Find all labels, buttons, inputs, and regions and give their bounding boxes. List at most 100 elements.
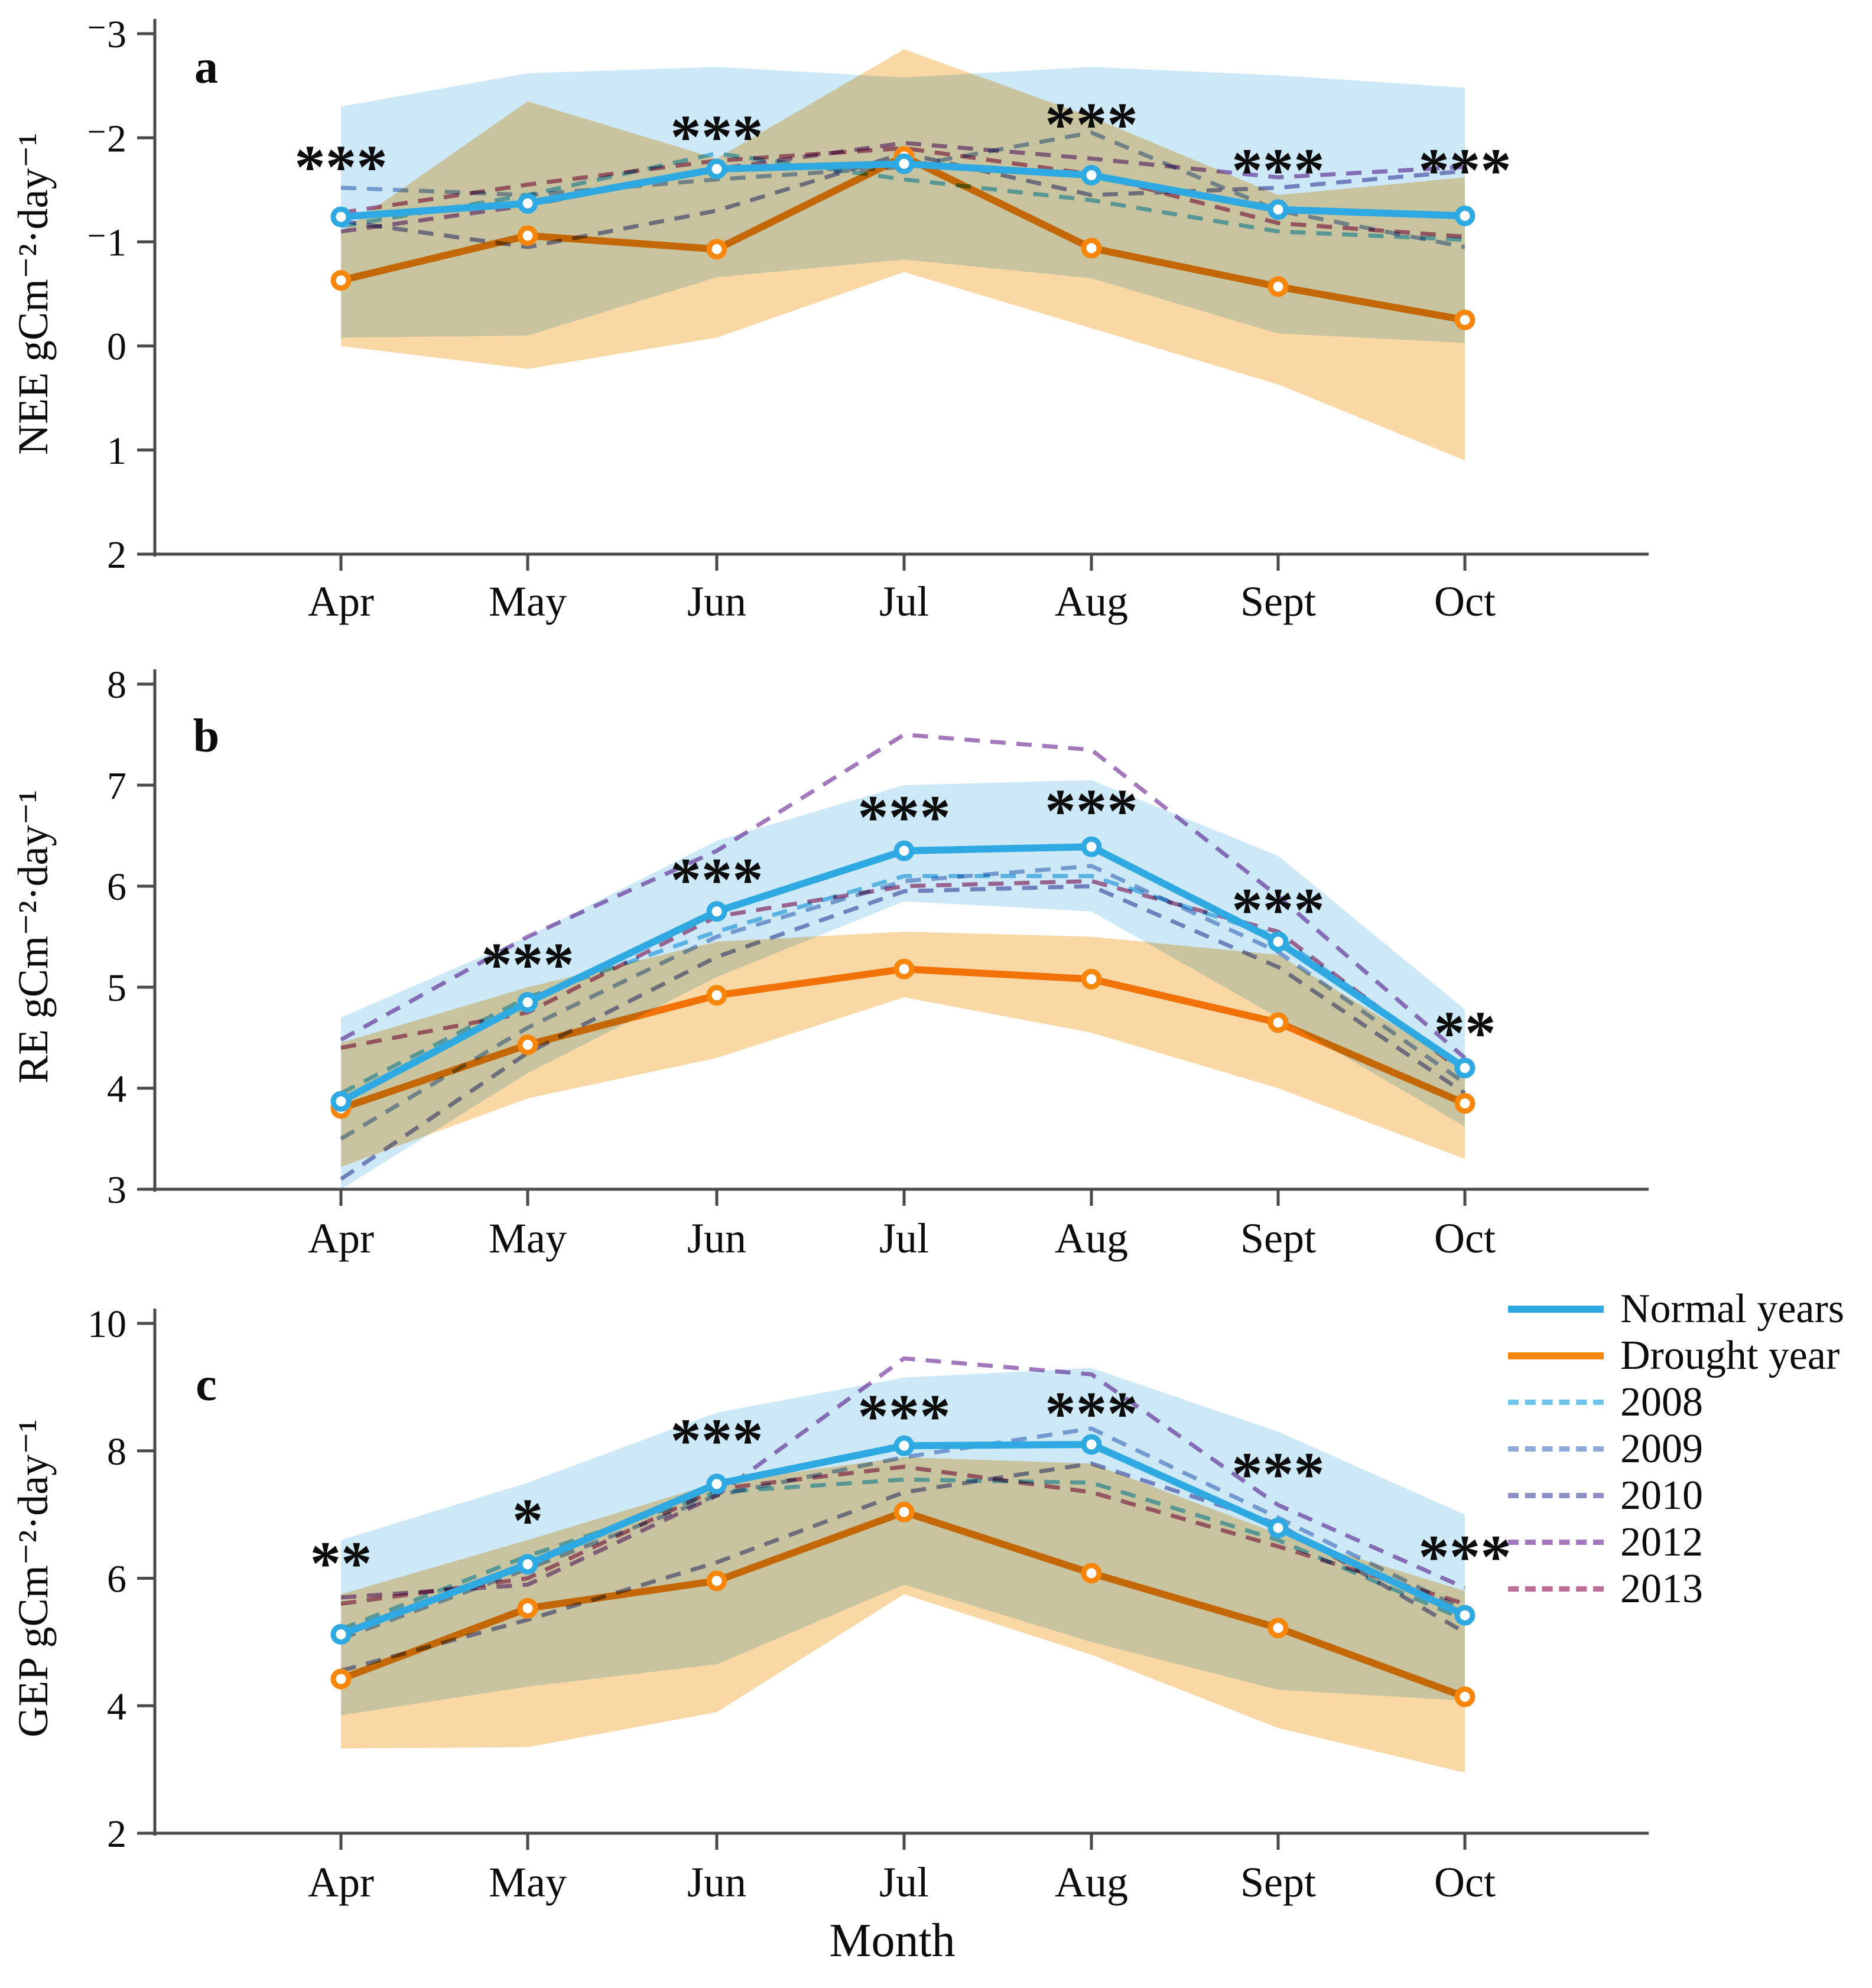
marker-normal-years-aug	[1081, 1434, 1102, 1455]
marker-drought-year-apr	[330, 270, 352, 291]
significance-marker: ***	[1045, 1378, 1138, 1447]
legend-item-2010: 2010	[1508, 1472, 1844, 1519]
year-line-2013	[340, 1465, 1466, 1606]
month-label: May	[489, 578, 567, 625]
month-label: May	[489, 1215, 567, 1262]
marker-normal-years-apr	[330, 1623, 352, 1645]
y-axis-title-a: NEE gCm⁻²·day⁻¹	[9, 133, 57, 455]
marker-drought-year-aug	[1081, 968, 1102, 990]
marker-normal-years-oct	[1454, 1605, 1476, 1626]
y-tick-label: 1	[107, 430, 126, 473]
month-label: Apr	[308, 1215, 374, 1262]
significance-marker: ***	[670, 845, 763, 914]
month-label: Jun	[687, 1859, 746, 1906]
y-tick-label: 5	[107, 967, 126, 1010]
marker-drought-year-sept	[1268, 1618, 1289, 1639]
marker-normal-years-sept	[1268, 1517, 1289, 1538]
marker-drought-year-oct	[1454, 1686, 1476, 1707]
month-label: May	[489, 1859, 567, 1906]
marker-drought-year-sept	[1268, 276, 1289, 297]
year-line-2010	[340, 884, 1466, 1181]
panel-letter-a: a	[194, 41, 218, 93]
legend-item-2013: 2013	[1508, 1566, 1844, 1612]
month-label: Aug	[1055, 1215, 1128, 1262]
year-line-2012	[340, 733, 1467, 1060]
marker-drought-year-jul	[893, 958, 915, 980]
y-tick-label: 10	[87, 1303, 126, 1346]
significance-marker: ***	[481, 929, 574, 998]
legend-swatch-2010-dashed-line	[1508, 1493, 1604, 1498]
month-label: Aug	[1055, 578, 1128, 625]
legend-label: 2010	[1620, 1472, 1703, 1518]
year-line-2012	[340, 1356, 1466, 1600]
marker-normal-years-aug	[1081, 165, 1102, 186]
marker-drought-year-oct	[1454, 1093, 1476, 1114]
legend: Normal years Drought year 2008 2009 2010…	[1508, 1286, 1844, 1612]
significance-marker: ***	[857, 782, 951, 851]
x-axis-title: Month	[829, 1915, 956, 1967]
y-tick-label: 4	[107, 1685, 126, 1728]
y-tick-label: 8	[107, 1430, 126, 1473]
y-tick-label: 2	[107, 1813, 126, 1856]
y-axis-title-c: GEP gCm⁻²·day⁻¹	[9, 1419, 57, 1738]
legend-label: 2008	[1620, 1379, 1703, 1425]
band-drought-year-range	[341, 931, 1465, 1167]
marker-normal-years-sept	[1268, 931, 1289, 952]
marker-normal-years-oct	[1454, 205, 1476, 226]
significance-marker: ***	[1045, 89, 1138, 158]
y-tick-label: 3	[107, 1169, 126, 1212]
panel-letter-b: b	[193, 710, 220, 762]
significance-marker: ***	[1418, 135, 1512, 204]
marker-drought-year-sept	[1268, 1012, 1289, 1033]
significance-marker: ***	[670, 102, 763, 171]
significance-marker: ***	[1418, 1522, 1512, 1591]
month-label: Oct	[1434, 578, 1496, 625]
significance-marker: ***	[1231, 1439, 1325, 1508]
marker-normal-years-apr	[330, 206, 352, 227]
month-label: Oct	[1434, 1215, 1496, 1262]
legend-item-2012: 2012	[1508, 1519, 1844, 1566]
month-label: Sept	[1240, 1859, 1316, 1906]
y-tick-label: 0	[107, 326, 126, 369]
legend-swatch-2009-dashed-line	[1508, 1446, 1604, 1452]
marker-drought-year-jun	[706, 1570, 727, 1592]
significance-marker: ***	[1231, 875, 1325, 944]
marker-drought-year-aug	[1081, 1563, 1102, 1584]
marker-normal-years-aug	[1081, 836, 1102, 857]
month-label: Jul	[879, 1859, 929, 1906]
month-label: Sept	[1240, 578, 1316, 625]
month-label: Jun	[687, 1215, 746, 1262]
y-tick-label: 6	[107, 866, 126, 909]
marker-normal-years-may	[517, 992, 538, 1013]
legend-item-2008: 2008	[1508, 1379, 1844, 1426]
legend-swatch-drought-year-line	[1508, 1352, 1604, 1359]
month-label: Jun	[687, 578, 746, 625]
y-tick-label: ⁻2	[86, 117, 126, 160]
legend-label: 2013	[1620, 1566, 1703, 1612]
marker-normal-years-jul	[893, 153, 915, 174]
y-tick-label: 4	[107, 1068, 126, 1111]
y-tick-label: 7	[107, 764, 126, 808]
year-line-2013	[340, 146, 1465, 239]
legend-swatch-2013-dashed-line	[1508, 1586, 1604, 1592]
month-label: Jul	[879, 1215, 929, 1262]
month-label: Jul	[879, 578, 929, 625]
legend-label: Normal years	[1620, 1286, 1845, 1332]
panel-letter-c: c	[196, 1359, 217, 1411]
legend-swatch-2012-dashed-line	[1508, 1540, 1604, 1545]
marker-normal-years-jul	[893, 1435, 915, 1456]
marker-normal-years-jun	[706, 1473, 727, 1495]
marker-drought-year-jun	[706, 985, 727, 1006]
legend-swatch-normal-years-line	[1508, 1305, 1604, 1313]
month-label: Apr	[308, 578, 374, 625]
year-line-2008	[340, 1477, 1466, 1632]
band-drought-year-range	[341, 49, 1465, 461]
y-tick-label: 2	[107, 533, 126, 577]
significance-marker: ***	[670, 1405, 763, 1475]
significance-marker: ***	[294, 132, 388, 201]
month-label: Aug	[1055, 1859, 1128, 1906]
legend-label: Drought year	[1620, 1332, 1840, 1378]
panel-a: *** *** *** *** *** ⁻3 ⁻2 ⁻1 0 1 2 Apr May Jun Jul Aug S…	[9, 13, 1649, 625]
